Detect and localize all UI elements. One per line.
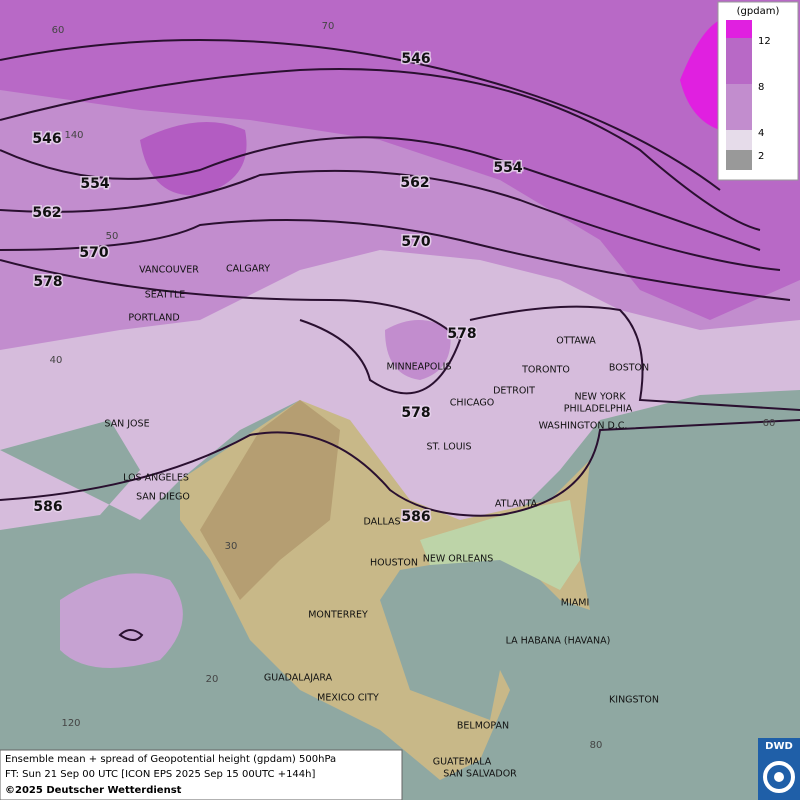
contour-label: 578 bbox=[33, 274, 62, 290]
legend-tick: 2 bbox=[758, 151, 764, 162]
city-label: LA HABANA (HAVANA) bbox=[506, 636, 611, 647]
field bbox=[385, 320, 451, 380]
city-label: BOSTON bbox=[609, 363, 649, 374]
contour bbox=[0, 68, 761, 231]
graticule-label: 140 bbox=[64, 130, 83, 141]
city-label: BELMOPAN bbox=[457, 721, 509, 732]
legend-tick: 12 bbox=[758, 36, 771, 47]
city-label: MINNEAPOLIS bbox=[386, 362, 451, 373]
contour-label: 554 bbox=[80, 176, 109, 192]
city-label: SAN JOSE bbox=[104, 419, 149, 430]
contour bbox=[0, 39, 721, 191]
graticule-label: 30 bbox=[225, 541, 238, 552]
city-label: PHILADELPHIA bbox=[564, 404, 633, 415]
city-label: GUATEMALA bbox=[433, 757, 492, 768]
terrain bbox=[200, 400, 340, 600]
city-label: SEATTLE bbox=[145, 290, 186, 301]
city-label: CALGARY bbox=[226, 264, 270, 275]
contours bbox=[0, 39, 800, 641]
city-label: DALLAS bbox=[364, 517, 401, 528]
graticule-label: 60 bbox=[52, 25, 65, 36]
city-label: DETROIT bbox=[493, 386, 535, 397]
city-label: MIAMI bbox=[561, 598, 590, 609]
contour bbox=[469, 305, 800, 411]
contour-label: 586 bbox=[401, 509, 430, 525]
contour-label: 578 bbox=[447, 326, 476, 342]
logo-swirl bbox=[763, 761, 795, 793]
contour-label: 562 bbox=[32, 205, 61, 221]
graticule-label: 70 bbox=[322, 21, 335, 32]
city-label: WASHINGTON D.C. bbox=[539, 421, 628, 432]
legend-swatch bbox=[726, 84, 752, 130]
city-label: MEXICO CITY bbox=[317, 693, 379, 704]
graticule-label: 20 bbox=[206, 674, 219, 685]
city-label: SAN SALVADOR bbox=[443, 769, 517, 780]
contour-label: 586 bbox=[33, 499, 62, 515]
city-label: OTTAWA bbox=[556, 336, 596, 347]
contour-label: 570 bbox=[401, 234, 430, 250]
contour bbox=[0, 136, 761, 251]
footer: Ensemble mean + spread of Geopotential h… bbox=[0, 749, 403, 801]
legend-swatch bbox=[726, 20, 752, 38]
legend-tick: 4 bbox=[758, 128, 764, 139]
graticule-label: 60 bbox=[763, 418, 776, 429]
footer-line: FT: Sun 21 Sep 00 UTC [ICON EPS 2025 Sep… bbox=[5, 769, 315, 780]
field bbox=[680, 20, 720, 130]
legend-swatch bbox=[726, 150, 752, 170]
city-label: GUADALAJARA bbox=[264, 673, 333, 684]
graticule-label: 50 bbox=[106, 231, 119, 242]
lowland bbox=[420, 500, 580, 590]
contour-label: 570 bbox=[79, 245, 108, 261]
city-label: ST. LOUIS bbox=[427, 442, 472, 453]
footer-line: Ensemble mean + spread of Geopotential h… bbox=[5, 754, 336, 765]
legend-tick: 8 bbox=[758, 82, 764, 93]
graticule-label: 120 bbox=[61, 718, 80, 729]
field bbox=[60, 573, 183, 668]
legend-unit: (gpdam) bbox=[737, 6, 780, 17]
logo-swirl bbox=[774, 772, 784, 782]
city-label: NEW YORK bbox=[574, 392, 626, 403]
legend: (gpdam) 12 8 4 2 bbox=[717, 1, 799, 181]
contour bbox=[118, 629, 144, 641]
city-label: VANCOUVER bbox=[139, 265, 199, 276]
city-label: MONTERREY bbox=[308, 610, 368, 621]
city-label: NEW ORLEANS bbox=[423, 554, 494, 565]
logo: DWD bbox=[758, 738, 800, 800]
contour bbox=[0, 169, 781, 271]
city-label: CHICAGO bbox=[450, 398, 494, 409]
city-label: PORTLAND bbox=[128, 313, 179, 324]
city-label: LOS ANGELES bbox=[123, 473, 189, 484]
city-label: KINGSTON bbox=[609, 695, 659, 706]
contour bbox=[0, 419, 800, 517]
legend-swatch bbox=[726, 38, 752, 84]
labels: 60 70 140 50 40 60 30 20 120 80 546 546 554 554 562 562… bbox=[31, 21, 776, 780]
contour-label: 554 bbox=[493, 160, 522, 176]
contour-label: 562 bbox=[400, 175, 429, 191]
contour-label: 546 bbox=[401, 51, 430, 67]
footer-line: ©2025 Deutscher Wetterdienst bbox=[5, 785, 182, 796]
contour bbox=[0, 219, 791, 301]
city-label: HOUSTON bbox=[370, 558, 418, 569]
logo-text: DWD bbox=[765, 741, 793, 752]
city-label: TORONTO bbox=[521, 365, 570, 376]
city-label: ATLANTA bbox=[495, 499, 538, 510]
contour-label: 546 bbox=[32, 131, 61, 147]
graticule-label: 40 bbox=[50, 355, 63, 366]
contour-label: 578 bbox=[401, 405, 430, 421]
legend-swatch bbox=[726, 130, 752, 150]
contour bbox=[0, 259, 462, 395]
city-label: SAN DIEGO bbox=[136, 492, 190, 503]
graticule-label: 80 bbox=[590, 740, 603, 751]
